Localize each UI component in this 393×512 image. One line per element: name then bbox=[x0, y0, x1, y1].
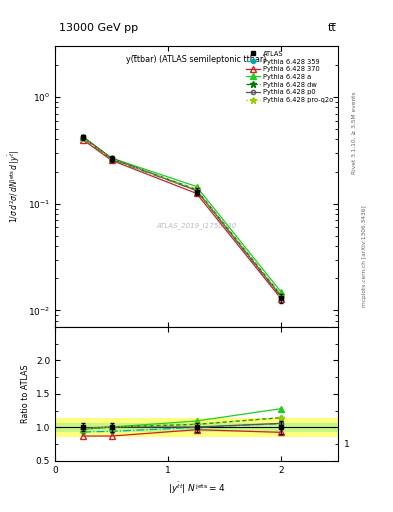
Text: mcplots.cern.ch [arXiv:1306.3436]: mcplots.cern.ch [arXiv:1306.3436] bbox=[362, 205, 367, 307]
Text: ATLAS_2019_I1750330: ATLAS_2019_I1750330 bbox=[156, 223, 237, 229]
Text: tt̅: tt̅ bbox=[327, 23, 336, 33]
Text: y(t̅tbar) (ATLAS semileptonic ttbar): y(t̅tbar) (ATLAS semileptonic ttbar) bbox=[126, 54, 267, 63]
Text: Rivet 3.1.10, ≥ 3.5M events: Rivet 3.1.10, ≥ 3.5M events bbox=[352, 92, 357, 175]
Text: 13000 GeV pp: 13000 GeV pp bbox=[59, 23, 138, 33]
Y-axis label: Ratio to ATLAS: Ratio to ATLAS bbox=[21, 365, 30, 423]
Y-axis label: $1/\sigma\,d^2\sigma/\,dN^\mathrm{jets}\,d\,|y^{\bar{t}}|$: $1/\sigma\,d^2\sigma/\,dN^\mathrm{jets}\… bbox=[7, 150, 22, 223]
Legend: ATLAS, Pythia 6.428 359, Pythia 6.428 370, Pythia 6.428 a, Pythia 6.428 dw, Pyth: ATLAS, Pythia 6.428 359, Pythia 6.428 37… bbox=[244, 50, 335, 104]
X-axis label: $|y^{\bar{t}t}|\ N^\mathrm{jets} = 4$: $|y^{\bar{t}t}|\ N^\mathrm{jets} = 4$ bbox=[168, 480, 225, 496]
Text: 1: 1 bbox=[343, 440, 349, 449]
